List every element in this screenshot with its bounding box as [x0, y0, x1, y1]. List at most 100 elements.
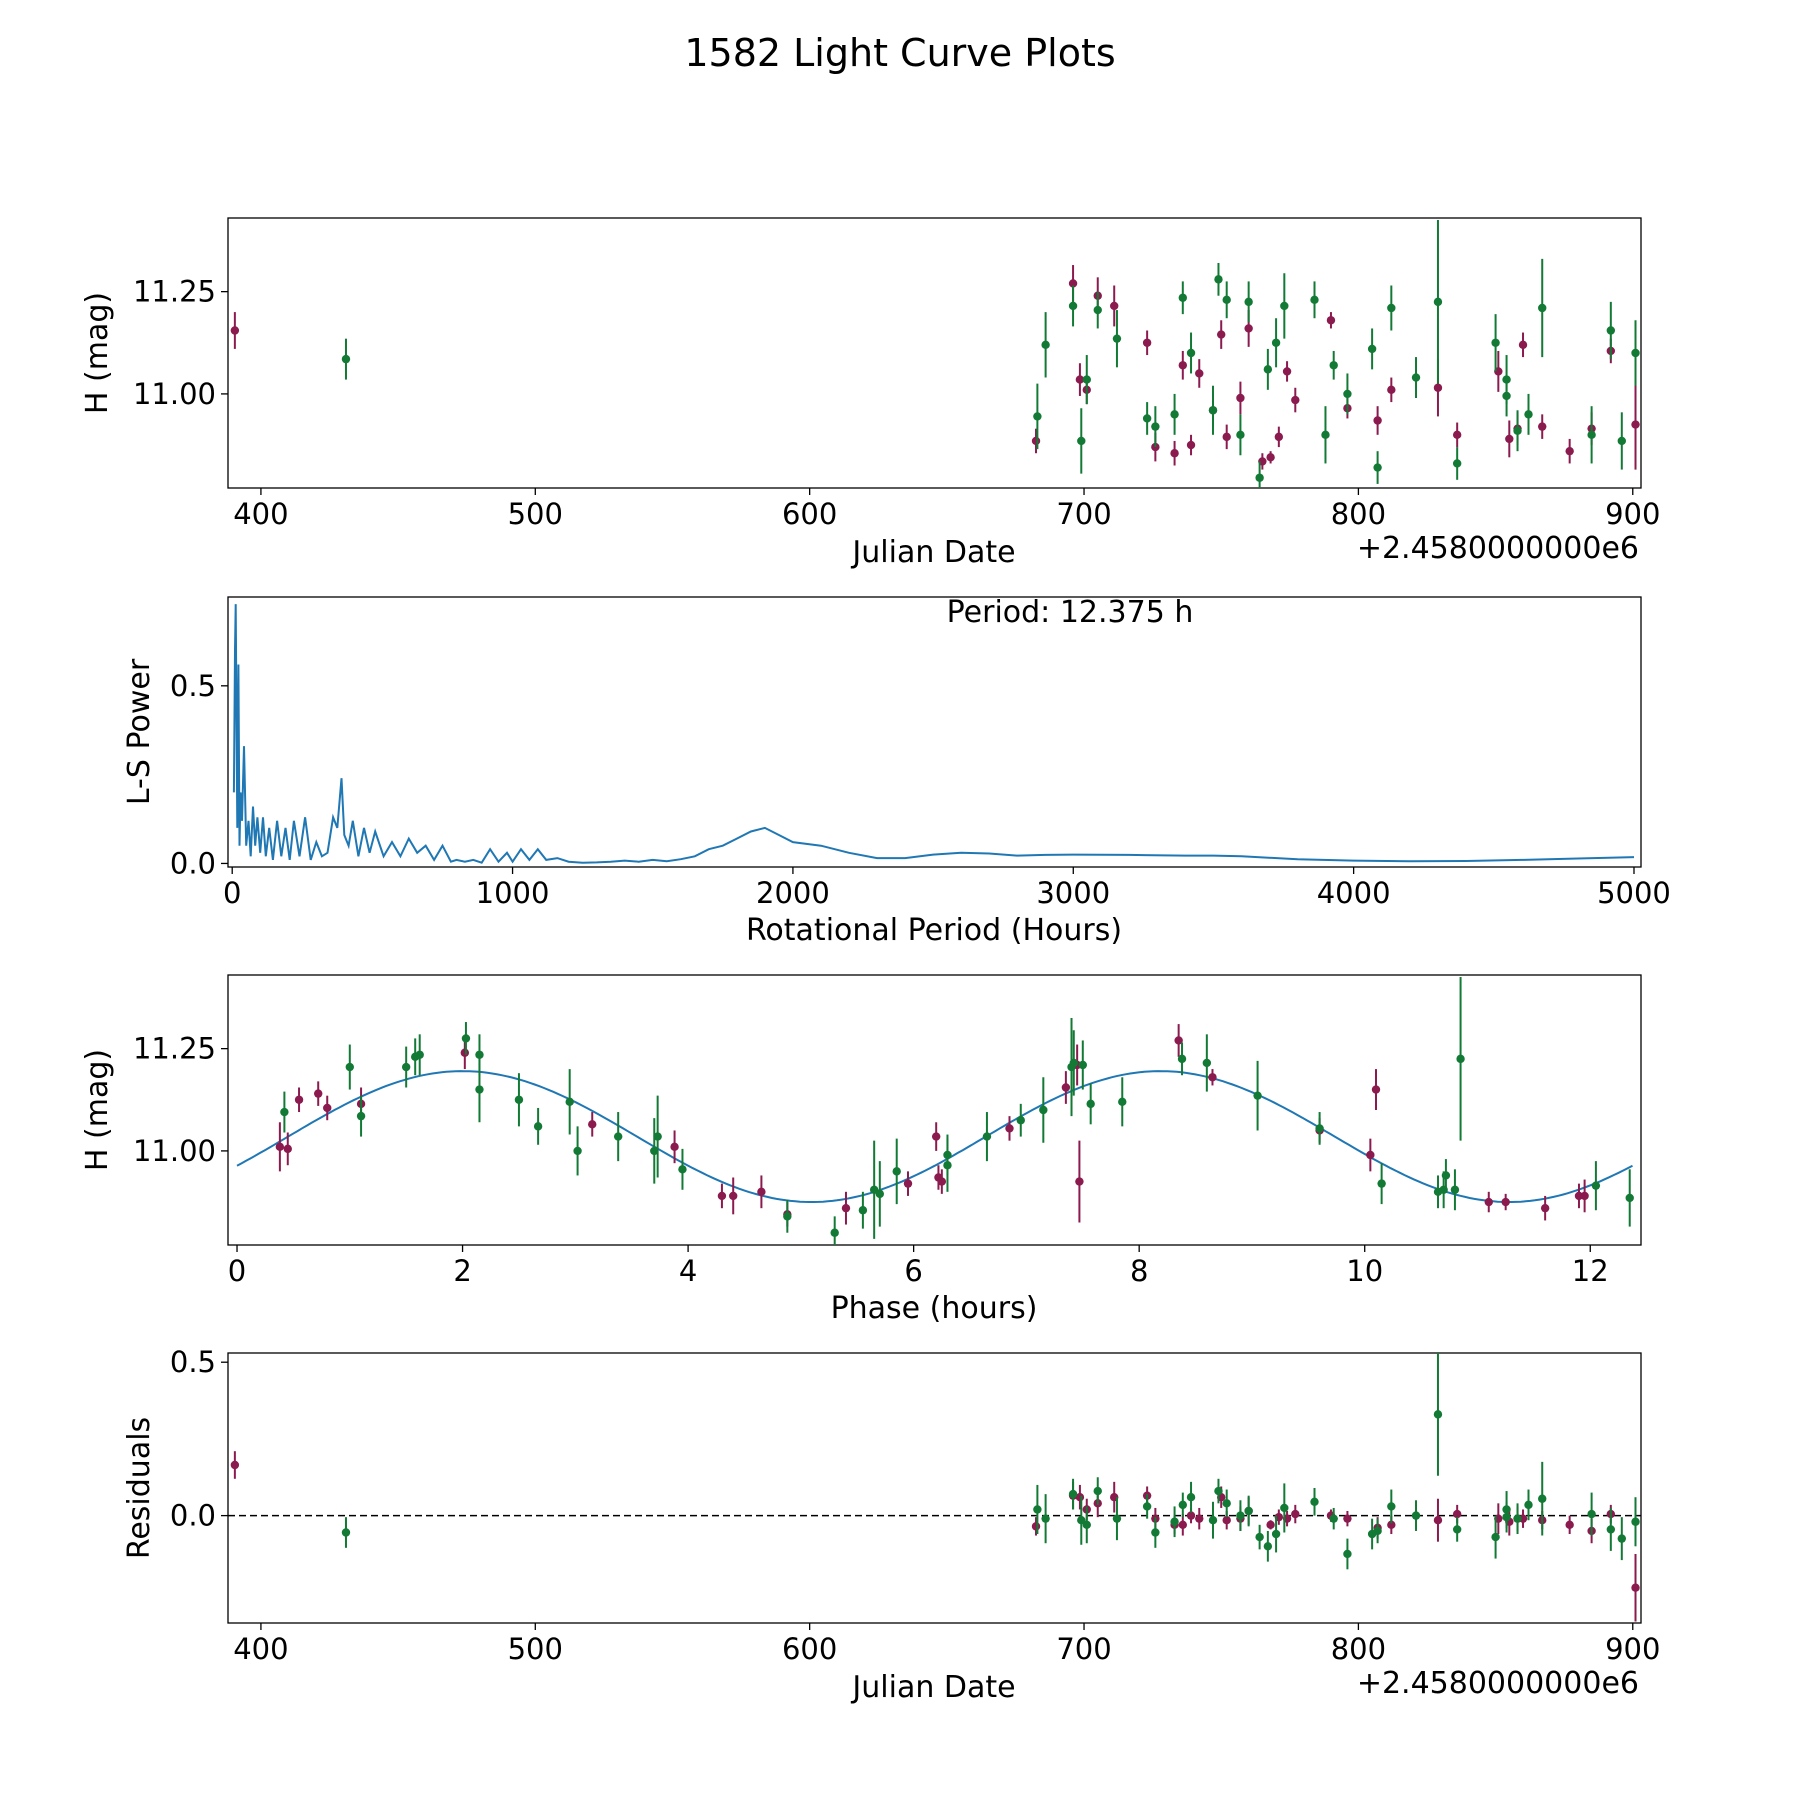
data-point [1195, 1514, 1204, 1523]
data-point [1263, 1542, 1273, 1551]
data-point [1174, 1036, 1183, 1045]
data-point [1491, 1532, 1500, 1542]
periodogram-ticks: 0 1000 2000 3000 4000 5000 0.0 0.5 [170, 669, 1671, 910]
data-point [565, 1097, 574, 1107]
data-point [280, 1107, 289, 1117]
data-point [1513, 1514, 1522, 1523]
residuals-panel: 400 500 600 700 800 900 0.0 0.5 Julian Date +2.… [122, 1345, 1660, 1705]
data-point [461, 1034, 471, 1043]
residuals-ylabel: Residuals [122, 1417, 157, 1559]
data-point [1202, 1058, 1212, 1068]
periodogram-ylabel: L-S Power [122, 658, 157, 805]
data-point [341, 354, 351, 364]
x-tick-label: 12 [1572, 1254, 1609, 1288]
data-point [653, 1132, 662, 1141]
data-point [1170, 449, 1179, 458]
data-point [1208, 406, 1218, 415]
data-point [858, 1206, 868, 1215]
data-point [729, 1191, 738, 1201]
x-tick-label: 6 [904, 1254, 922, 1288]
data-point [1255, 473, 1264, 482]
data-point [1291, 395, 1300, 405]
data-point [1587, 430, 1596, 440]
data-point [875, 1189, 885, 1199]
data-point [341, 1528, 351, 1537]
data-point [1617, 1534, 1626, 1543]
x-tick-label: 400 [233, 497, 288, 531]
phase-marks [236, 977, 1634, 1245]
data-point [1271, 1529, 1281, 1539]
data-point [1068, 279, 1078, 288]
data-point [283, 1144, 292, 1154]
data-point [1452, 459, 1462, 468]
data-point [1580, 1191, 1589, 1201]
data-point [841, 1203, 851, 1213]
data-point [613, 1132, 623, 1141]
data-point [1266, 453, 1275, 462]
data-point [323, 1103, 332, 1113]
data-point [1195, 369, 1204, 378]
data-point [1366, 1150, 1375, 1160]
light-curve-marks [230, 220, 1640, 488]
data-point [1606, 326, 1616, 335]
data-point [1069, 1058, 1078, 1068]
data-point [1222, 1499, 1231, 1508]
data-point [1343, 1549, 1352, 1559]
data-point [1170, 410, 1179, 419]
data-point [1452, 430, 1462, 440]
data-point [1244, 297, 1253, 307]
data-point [1214, 275, 1223, 284]
data-point [1253, 1091, 1262, 1100]
data-point [1086, 1099, 1095, 1109]
data-point [1565, 446, 1574, 456]
data-point [294, 1095, 304, 1104]
data-point [1367, 344, 1377, 354]
data-point [1031, 1522, 1041, 1531]
data-point [1178, 1500, 1188, 1510]
data-point [1291, 1509, 1300, 1519]
data-point [1501, 1197, 1510, 1207]
data-point [1441, 1171, 1451, 1180]
data-point [1236, 430, 1245, 440]
plot-area [230, 220, 1640, 488]
x-tick-label: 800 [1331, 1632, 1386, 1666]
plot-area [232, 604, 1635, 864]
data-point [1068, 1489, 1078, 1499]
data-point [1456, 1054, 1465, 1064]
figure-title: 1582 Light Curve Plots [684, 31, 1115, 75]
data-point [1186, 1493, 1196, 1502]
data-point [1178, 361, 1188, 370]
data-point [931, 1132, 941, 1141]
data-point [1214, 1486, 1223, 1496]
data-point [1016, 1116, 1025, 1125]
period-annotation: Period: 12.375 h [947, 595, 1194, 630]
data-point [1491, 338, 1500, 347]
data-point [1082, 375, 1091, 384]
data-point [1093, 305, 1102, 315]
data-point [1631, 420, 1640, 429]
data-point [1118, 1097, 1127, 1107]
residuals-axes-frame [227, 1352, 1642, 1624]
data-point [1142, 1502, 1152, 1511]
data-point [1222, 295, 1231, 305]
data-point [1263, 365, 1273, 374]
data-point [1255, 1532, 1264, 1542]
periodogram-xlabel: Rotational Period (Hours) [746, 913, 1122, 948]
data-point [1082, 1520, 1091, 1530]
data-point [514, 1095, 524, 1104]
data-point [1606, 1525, 1616, 1534]
data-point [1033, 1505, 1042, 1514]
light-curve-ticks: 400 500 600 700 800 900 11.00 11.25 [133, 275, 1660, 531]
data-point [1151, 422, 1160, 431]
light-curve-ylabel: H (mag) [80, 292, 115, 414]
data-point [1617, 436, 1626, 446]
data-point [1061, 1083, 1071, 1092]
data-point [783, 1212, 792, 1221]
data-point [1186, 1511, 1196, 1520]
data-point [1371, 1085, 1381, 1094]
data-point [460, 1048, 470, 1057]
data-point [1075, 375, 1085, 384]
x-tick-label: 1000 [476, 876, 550, 910]
x-tick-label: 700 [1056, 497, 1111, 531]
